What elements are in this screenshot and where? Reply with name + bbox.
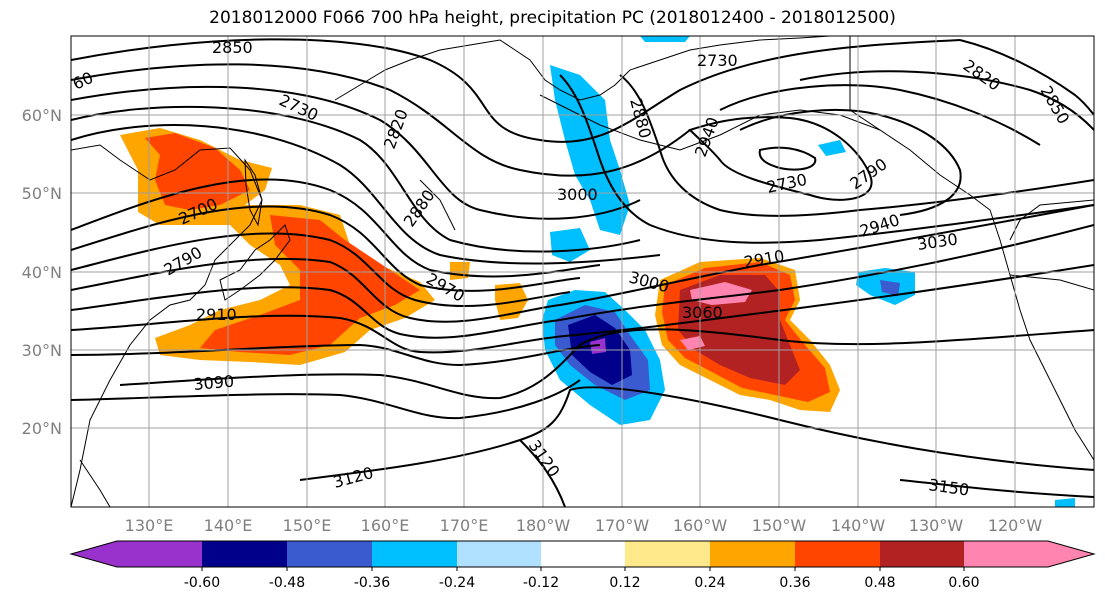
lon-label: 180°W [516, 516, 571, 535]
colorbar-tick-label: 0.24 [694, 575, 725, 591]
colorbar-segment [964, 541, 1048, 567]
contour-label: 2910 [196, 305, 237, 324]
graticule [71, 36, 1094, 507]
lat-label: 30°N [22, 341, 62, 360]
colorbar-segment [287, 541, 372, 567]
lon-label: 150°W [752, 516, 807, 535]
lon-label: 150°E [283, 516, 332, 535]
lat-label: 50°N [22, 184, 62, 203]
contour-label: 3000 [557, 185, 598, 204]
colorbar-segment [372, 541, 457, 567]
contour-label: 3090 [193, 372, 235, 394]
lat-label: 40°N [22, 263, 62, 282]
colorbar-segment [880, 541, 964, 567]
colorbar-segment [457, 541, 541, 567]
lat-label: 60°N [22, 106, 62, 125]
lon-label: 140°W [831, 516, 886, 535]
colorbar-tick-label: 0.12 [609, 575, 640, 591]
lon-label: 130°W [909, 516, 964, 535]
colorbar-segment [795, 541, 880, 567]
lon-label: 160°E [361, 516, 410, 535]
latitude-labels: 60°N 50°N 40°N 30°N 20°N [22, 106, 62, 438]
map-frame [70, 35, 1095, 508]
longitude-labels: 130°E 140°E 150°E 160°E 170°E 180°W 170°… [125, 516, 1043, 535]
colorbar-arrow-left [71, 541, 117, 567]
lon-label: 160°W [673, 516, 728, 535]
contour-label: 2850 [212, 38, 253, 57]
colorbar-tick-label: -0.48 [269, 575, 305, 591]
lat-label: 20°N [22, 419, 62, 438]
lon-label: 170°E [440, 516, 489, 535]
map-title: 2018012000 F066 700 hPa height, precipit… [209, 8, 896, 28]
colorbar-segment [541, 541, 625, 567]
colorbar-tick-label: 0.48 [864, 575, 895, 591]
colorbar-tick-label: -0.60 [184, 575, 220, 591]
colorbar-tick-label: 0.36 [779, 575, 810, 591]
contour-label: 3060 [682, 303, 723, 322]
map-panel: 2850 60 2730 2820 2730 2880 2940 2820 28… [71, 36, 1094, 507]
colorbar-tick-label: -0.12 [523, 575, 559, 591]
lon-label: 170°W [595, 516, 650, 535]
colorbar-segment [710, 541, 795, 567]
colorbar-segment [625, 541, 710, 567]
colorbar-tick-label: -0.24 [439, 575, 475, 591]
colorbar: -0.60 -0.48 -0.36 -0.24 -0.12 0.12 0.24 … [69, 540, 1096, 591]
colorbar-segment [117, 541, 202, 567]
contour-label: 2730 [697, 51, 738, 70]
lon-label: 120°W [988, 516, 1043, 535]
colorbar-segment [202, 541, 287, 567]
lon-label: 130°E [125, 516, 174, 535]
colorbar-ticks [201, 567, 965, 571]
colorbar-tick-label: -0.36 [354, 575, 390, 591]
lon-label: 140°E [204, 516, 253, 535]
colorbar-tick-label: 0.60 [948, 575, 979, 591]
colorbar-arrow-right [1048, 541, 1094, 567]
